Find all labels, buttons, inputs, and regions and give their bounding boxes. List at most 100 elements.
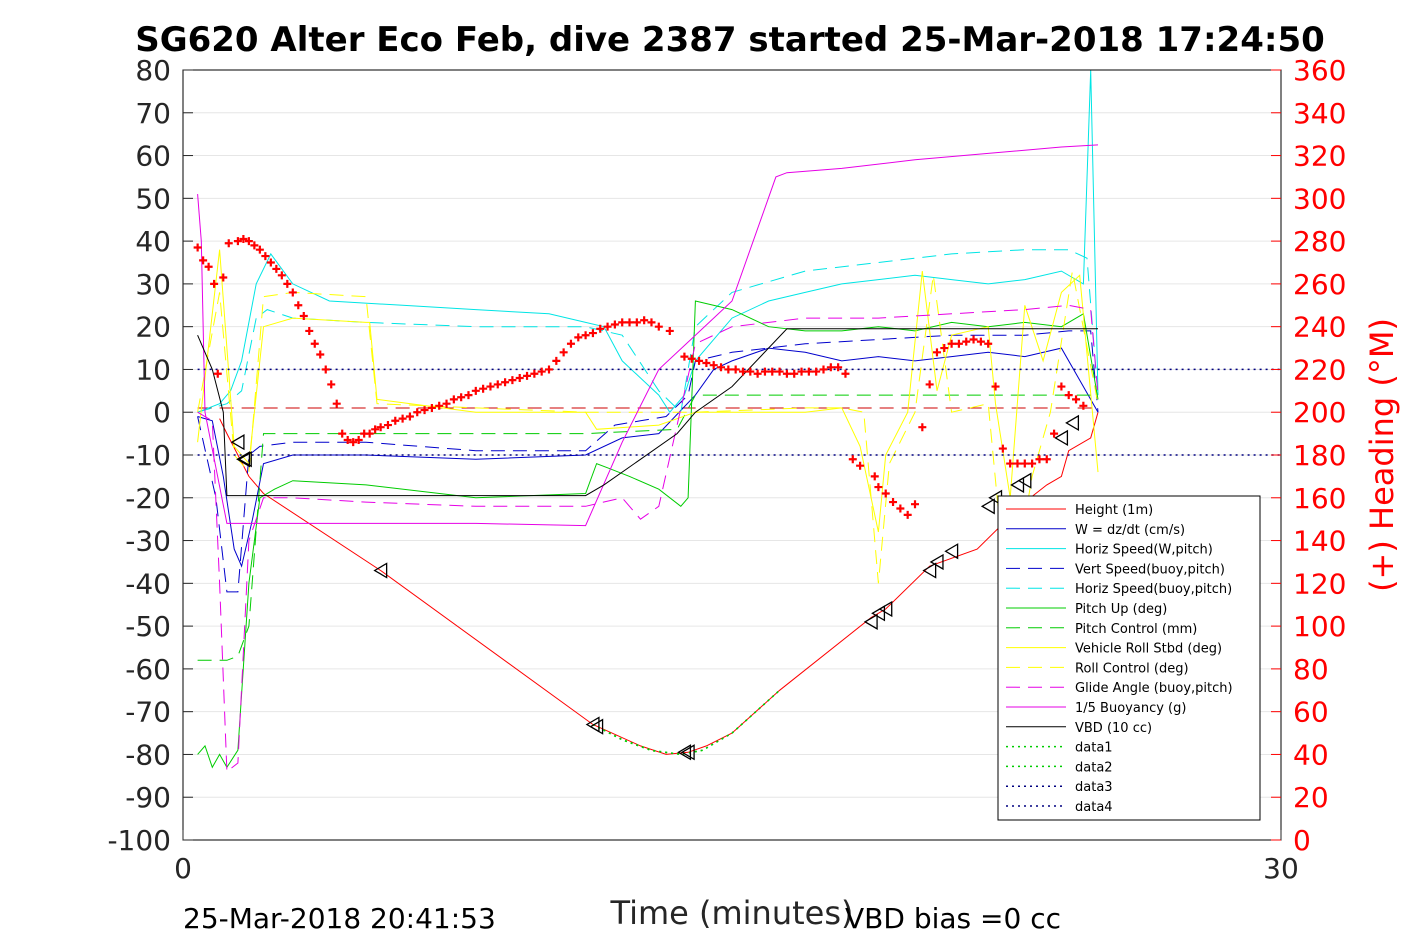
heading-point: [288, 288, 297, 297]
x-tick-label: 30: [1263, 852, 1299, 885]
heading-point: [1020, 459, 1029, 468]
heading-point: [1072, 395, 1081, 404]
legend-label: data1: [1075, 741, 1113, 756]
heading-point: [1050, 429, 1059, 438]
heading-point: [210, 279, 219, 288]
left-tick-label: -10: [125, 439, 171, 472]
left-tick-label: 60: [135, 140, 171, 173]
heading-point: [442, 399, 451, 408]
heading-point: [896, 504, 905, 513]
legend-label: Vehicle Roll Stbd (deg): [1075, 642, 1222, 657]
heading-point: [581, 331, 590, 340]
legend-label: data4: [1075, 800, 1113, 815]
footer-vbd-bias: VBD bias =0 cc: [845, 902, 1061, 935]
heading-point: [841, 369, 850, 378]
triangle-marker: [680, 744, 695, 761]
heading-point: [654, 322, 663, 331]
triangle-marker: [929, 553, 944, 571]
right-tick-label: 80: [1293, 653, 1329, 686]
heading-point: [486, 382, 495, 391]
heading-point: [405, 412, 414, 421]
heading-point: [603, 322, 612, 331]
heading-point: [804, 367, 813, 376]
heading-point: [449, 395, 458, 404]
heading-point: [969, 335, 978, 344]
heading-point: [717, 363, 726, 372]
heading-point: [343, 436, 352, 445]
heading-point: [464, 391, 473, 400]
heading-point: [1028, 459, 1037, 468]
right-tick-label: 220: [1293, 353, 1346, 386]
series-layer: [197, 69, 1281, 773]
legend-label: 1/5 Buoyancy (g): [1075, 701, 1186, 716]
heading-point: [768, 367, 777, 376]
heading-point: [515, 374, 524, 382]
left-axis: 80 70 60 50 40 30 20 10 0 -10 -20 -30 -40 -50 -60 -70 -8…: [107, 54, 193, 857]
triangle-marker: [237, 451, 252, 468]
left-tick-label: 80: [135, 54, 171, 87]
legend: Height (1m) W = dz/dt (cm/s) Horiz Speed(W…: [997, 495, 1261, 821]
legend-label: VBD (10 cc): [1075, 721, 1152, 736]
heading-point: [889, 498, 898, 507]
heading-point: [266, 258, 275, 267]
left-tick-label: 50: [135, 182, 171, 215]
chart-title: SG620 Alter Eco Feb, dive 2387 started 2…: [135, 20, 1325, 60]
heading-point: [738, 367, 747, 376]
left-tick-label: -50: [125, 610, 171, 643]
left-tick-label: 30: [135, 268, 171, 301]
legend-box: [997, 495, 1261, 821]
heading-point: [383, 421, 392, 430]
heading-point: [680, 352, 689, 361]
heading-point: [881, 489, 890, 498]
right-tick-label: 60: [1293, 696, 1329, 729]
heading-point: [687, 354, 696, 363]
heading-point: [349, 438, 358, 447]
right-axis-label: (+) Heading (°M): [1363, 318, 1401, 592]
heading-point: [998, 444, 1007, 453]
heading-point: [493, 380, 502, 389]
heading-point: [695, 356, 704, 365]
legend-label: Glide Angle (buoy,pitch): [1075, 681, 1233, 696]
heading-point: [954, 339, 963, 348]
right-tick-label: 20: [1293, 781, 1329, 814]
series-line-7: [197, 394, 1098, 661]
heading-point: [537, 367, 546, 376]
heading-point: [435, 401, 444, 410]
heading-point: [610, 320, 619, 329]
right-axis: 3603403203002802602402202001801601401201…: [1271, 54, 1346, 857]
marker-layer: [193, 234, 1088, 761]
heading-point: [918, 423, 927, 432]
heading-point: [632, 318, 641, 327]
heading-point: [940, 344, 949, 353]
heading-point: [413, 408, 422, 417]
triangle-marker: [1054, 429, 1069, 447]
heading-point: [391, 416, 400, 425]
left-tick-label: 70: [135, 97, 171, 130]
heading-point: [574, 333, 583, 342]
series-line-10: [197, 304, 1099, 773]
triangle-marker: [863, 613, 878, 630]
heading-point: [870, 472, 879, 481]
heading-point: [371, 425, 380, 434]
legend-label: W = dz/dt (cm/s): [1075, 523, 1185, 538]
heading-point: [244, 237, 253, 246]
series-line-14: [592, 689, 781, 756]
x-tick-label: 0: [174, 852, 192, 885]
heading-point: [219, 273, 228, 282]
legend-label: data3: [1075, 780, 1113, 795]
legend-label: Pitch Control (mm): [1075, 622, 1197, 637]
heading-point: [790, 369, 799, 378]
right-tick-label: 120: [1293, 567, 1346, 600]
heading-point: [819, 365, 828, 374]
left-tick-label: 0: [153, 396, 171, 429]
heading-point: [911, 500, 919, 509]
triangle-marker: [944, 543, 959, 560]
heading-point: [962, 337, 971, 346]
right-tick-label: 140: [1293, 525, 1346, 558]
heading-point: [1013, 459, 1022, 468]
heading-point: [338, 429, 347, 438]
heading-point: [213, 369, 222, 378]
series-line-3: [197, 69, 1099, 414]
